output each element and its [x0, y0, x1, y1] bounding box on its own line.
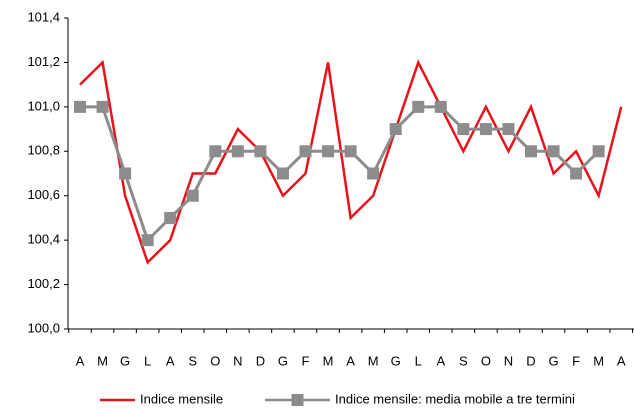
- series-marker: [502, 123, 515, 136]
- x-tick-label: D: [256, 353, 265, 368]
- series-marker: [367, 167, 380, 180]
- x-tick-label: A: [76, 353, 85, 368]
- y-tick-label: 100,2: [27, 276, 60, 291]
- x-tick-label: F: [572, 353, 580, 368]
- series-line: [79, 59, 623, 265]
- x-tick-label: N: [504, 353, 513, 368]
- legend-label: Indice mensile: media mobile a tre termi…: [335, 391, 575, 406]
- series-marker: [186, 189, 199, 202]
- y-tick-label: 100,8: [27, 143, 60, 158]
- x-tick-label: O: [210, 353, 220, 368]
- y-tick-label: 101,2: [27, 54, 60, 69]
- x-tick-label: N: [233, 353, 242, 368]
- x-tick-label: A: [436, 353, 445, 368]
- x-tick-label: M: [368, 353, 379, 368]
- series-marker: [164, 211, 177, 224]
- series-marker: [119, 167, 132, 180]
- series-marker: [525, 145, 537, 158]
- series-marker: [231, 145, 244, 158]
- y-tick-label: 100,4: [27, 232, 60, 247]
- x-tick-label: A: [346, 353, 355, 368]
- series-marker: [74, 100, 86, 113]
- series-marker: [389, 123, 402, 136]
- series-marker: [434, 100, 447, 113]
- series-marker: [592, 145, 605, 158]
- series-marker: [96, 100, 109, 113]
- y-tick-label: 100,6: [27, 187, 60, 202]
- y-tick-label: 100,0: [27, 320, 60, 335]
- x-tick-label: A: [166, 353, 175, 368]
- x-tick-label: L: [415, 353, 422, 368]
- x-tick-label: M: [97, 353, 108, 368]
- series-marker: [570, 167, 583, 180]
- x-tick-label: D: [526, 353, 535, 368]
- x-tick-label: G: [548, 353, 558, 368]
- x-tick-label: G: [278, 353, 288, 368]
- series-marker: [299, 145, 312, 158]
- x-tick-label: G: [120, 353, 130, 368]
- series-marker: [344, 145, 357, 158]
- series-marker: [547, 145, 560, 158]
- x-tick-label: L: [144, 353, 151, 368]
- x-tick-label: M: [593, 353, 604, 368]
- series-marker: [479, 123, 492, 136]
- series-marker: [276, 167, 289, 180]
- y-tick-label: 101,4: [27, 9, 60, 24]
- series-marker: [412, 100, 425, 113]
- legend-label: Indice mensile: [140, 391, 223, 406]
- series-marker: [322, 145, 335, 158]
- y-tick-label: 101,0: [27, 98, 60, 113]
- x-tick-label: M: [323, 353, 334, 368]
- x-tick-label: O: [481, 353, 491, 368]
- x-tick-label: F: [302, 353, 310, 368]
- x-tick-label: S: [459, 353, 468, 368]
- series-marker: [141, 234, 154, 247]
- series-marker: [209, 145, 222, 158]
- x-tick-label: S: [188, 353, 197, 368]
- legend-marker: [291, 394, 304, 406]
- x-tick-label: A: [617, 353, 626, 368]
- series-marker: [254, 145, 267, 158]
- x-tick-label: G: [391, 353, 401, 368]
- series-marker: [457, 123, 470, 136]
